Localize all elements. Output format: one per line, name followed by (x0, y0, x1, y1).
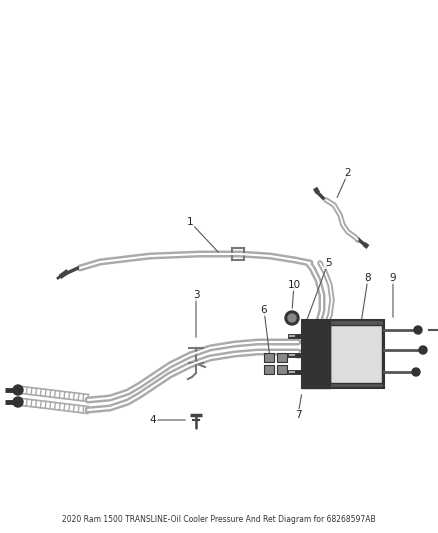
Text: 9: 9 (390, 273, 396, 283)
Bar (330, 325, 382, 383)
Bar (264, 365, 274, 374)
Circle shape (13, 397, 23, 407)
Text: 10: 10 (287, 280, 300, 290)
Text: 3: 3 (193, 290, 199, 300)
Text: 2020 Ram 1500 TRANSLINE-Oil Cooler Pressure And Ret Diagram for 68268597AB: 2020 Ram 1500 TRANSLINE-Oil Cooler Press… (62, 514, 376, 523)
Circle shape (414, 326, 422, 334)
Circle shape (412, 368, 420, 376)
Circle shape (288, 314, 296, 322)
Text: 4: 4 (150, 415, 156, 425)
Bar (277, 365, 287, 374)
Text: 6: 6 (261, 305, 267, 315)
Bar (302, 320, 384, 388)
Circle shape (419, 346, 427, 354)
Text: 8: 8 (365, 273, 371, 283)
Circle shape (13, 385, 23, 395)
Text: 5: 5 (325, 258, 331, 268)
Bar (264, 353, 274, 362)
Text: 7: 7 (295, 410, 301, 420)
Text: 2: 2 (345, 168, 351, 178)
Bar (302, 320, 330, 388)
Text: 1: 1 (187, 217, 193, 227)
Bar (277, 353, 287, 362)
Circle shape (285, 311, 299, 325)
